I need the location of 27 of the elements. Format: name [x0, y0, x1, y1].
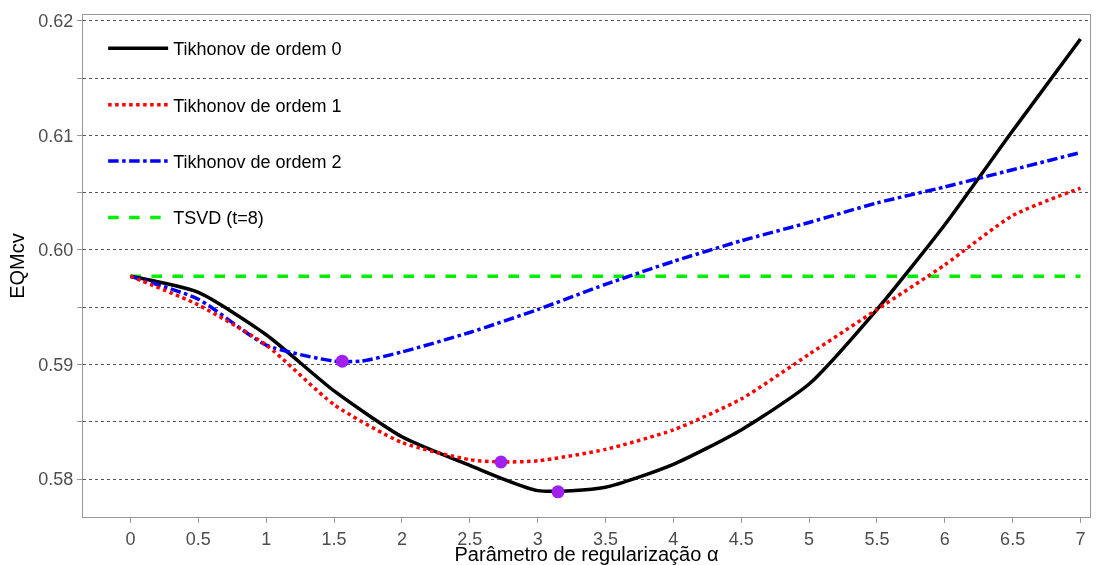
x-tick-label: 5 [804, 528, 815, 549]
y-tick-label: 0.62 [38, 11, 74, 32]
point [335, 354, 349, 368]
x-tick-label: 6 [939, 528, 950, 549]
legend-label: Tikhonov de ordem 2 [173, 152, 342, 173]
y-tick-label: 0.61 [38, 125, 74, 146]
legend-label: TSVD (t=8) [173, 208, 264, 229]
x-tick-label: 1.5 [321, 528, 347, 549]
x-tick-label: 3 [532, 528, 543, 549]
legend-label: Tikhonov de ordem 1 [173, 95, 342, 116]
x-tick-label: 5.5 [864, 528, 890, 549]
x-tick-label: 4.5 [728, 528, 754, 549]
x-tick-label: 0.5 [185, 528, 211, 549]
y-tick-label: 0.58 [38, 469, 74, 490]
x-tick-label: 6.5 [1000, 528, 1026, 549]
x-tick-label: 1 [261, 528, 272, 549]
x-tick-label: 2 [396, 528, 407, 549]
y-tick-label: 0.60 [38, 240, 74, 261]
x-tick-label: 4 [668, 528, 679, 549]
y-axis-title: EQMcv [5, 233, 28, 299]
x-tick-label: 3.5 [592, 528, 619, 549]
point [551, 485, 565, 499]
x-tick-label: 0 [125, 528, 136, 549]
y-tick-label: 0.59 [38, 354, 74, 375]
point [494, 455, 508, 469]
legend-label: Tikhonov de ordem 0 [173, 39, 342, 60]
x-tick-label: 7 [1075, 528, 1086, 549]
